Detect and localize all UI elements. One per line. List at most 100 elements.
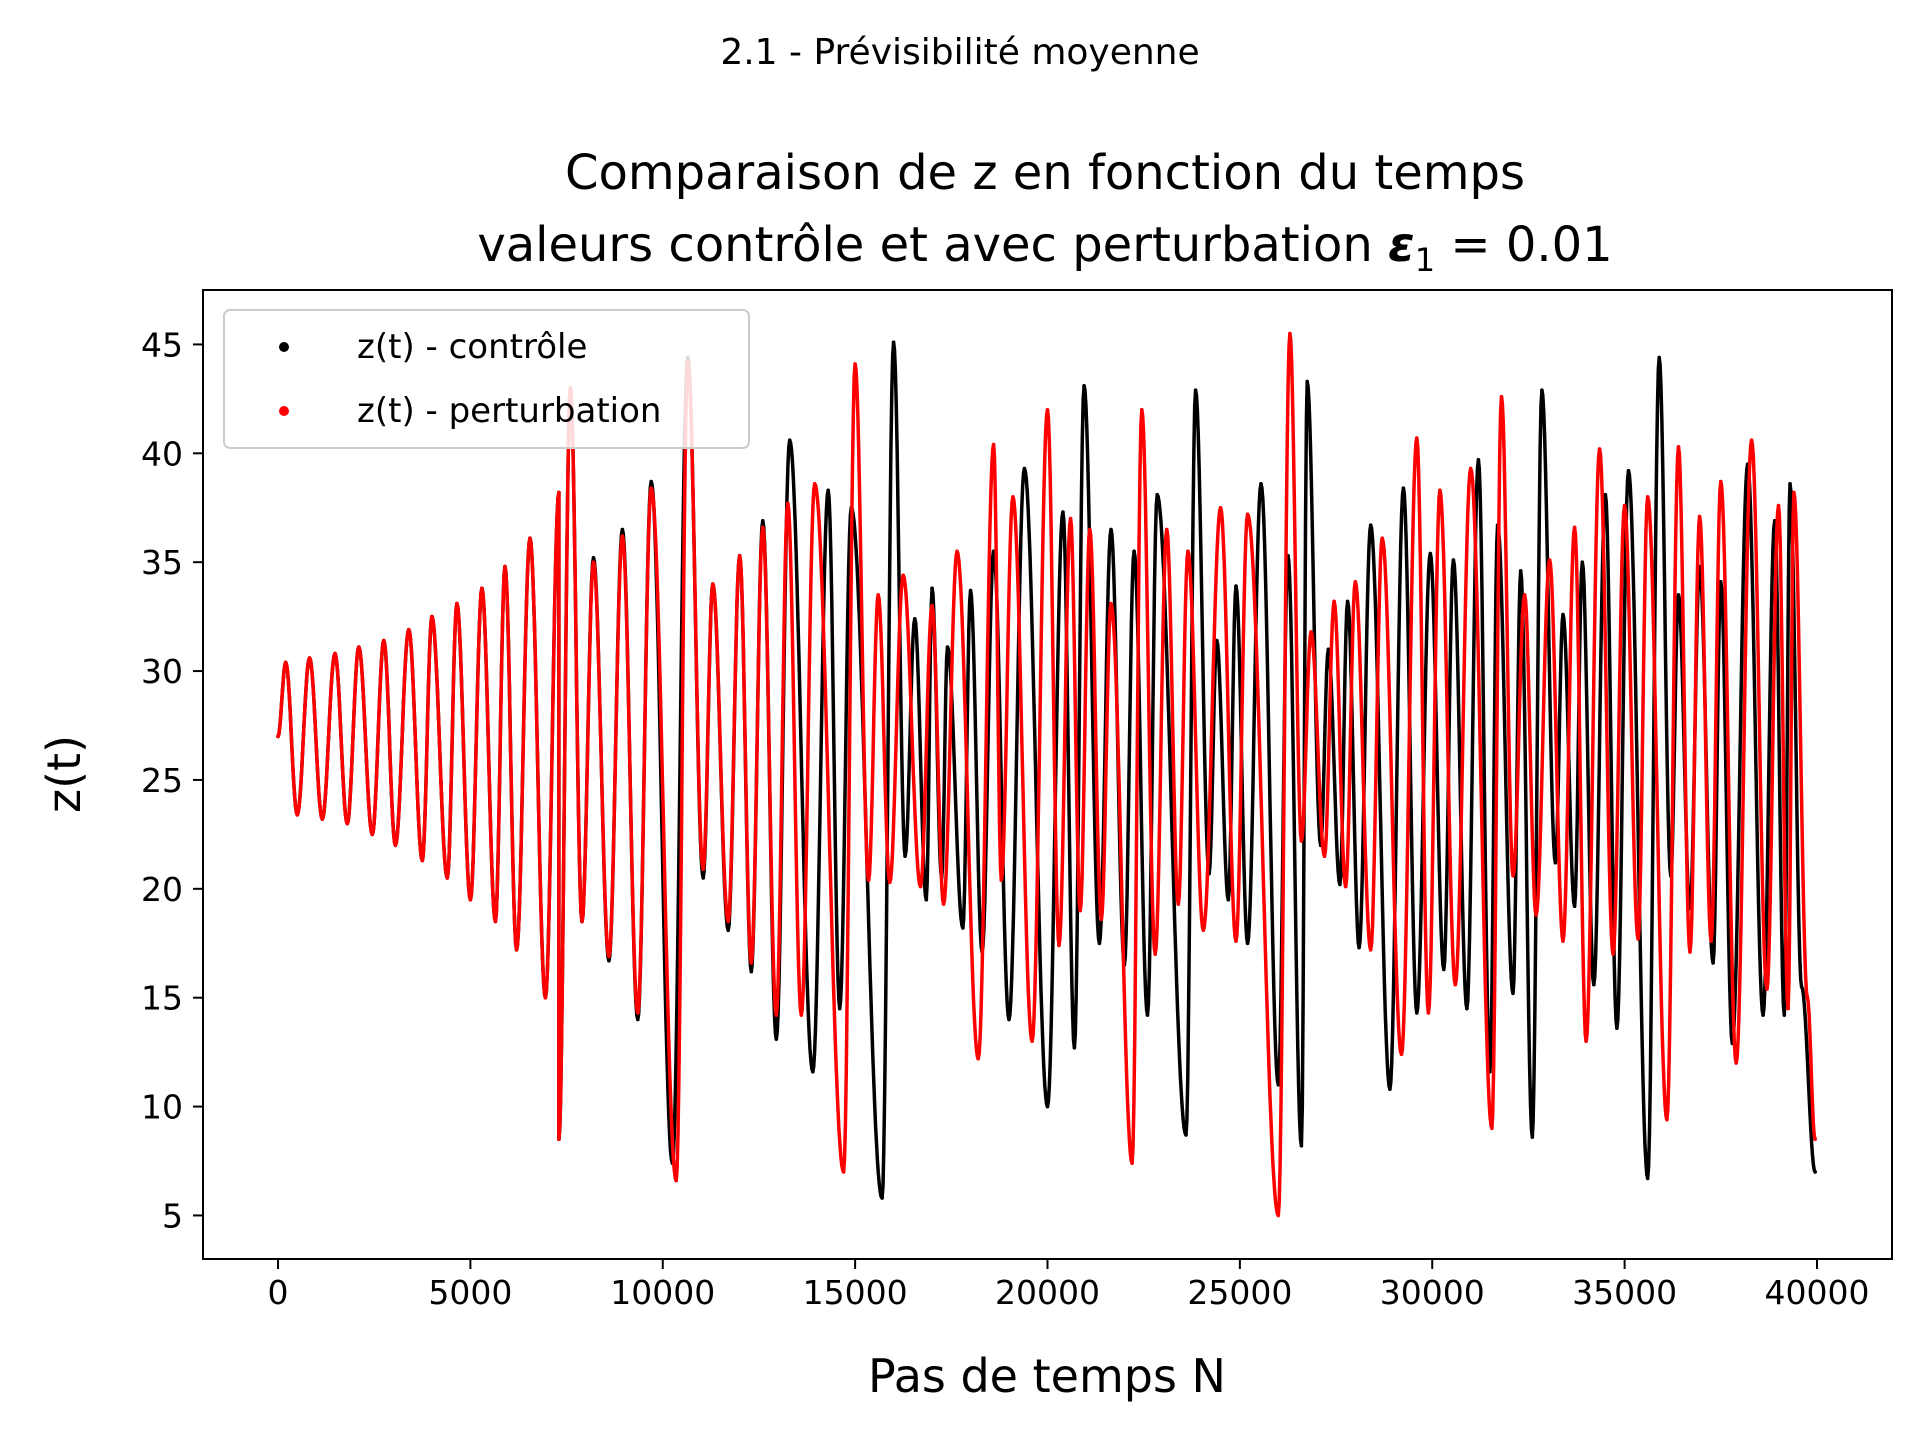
data-point: [1276, 1213, 1281, 1218]
data-point: [811, 1069, 815, 1074]
data-point: [407, 627, 411, 632]
data-point: [382, 638, 386, 643]
data-point: [1343, 884, 1348, 889]
data-point: [1805, 995, 1810, 1000]
chart-title-line-2-suffix: = 0.01: [1435, 217, 1613, 273]
data-point: [1022, 466, 1027, 471]
data-point: [1426, 1011, 1431, 1015]
data-point: [701, 876, 705, 880]
data-point: [283, 660, 288, 665]
data-point: [726, 919, 730, 924]
x-tick-label: 35000: [1572, 1273, 1677, 1312]
data-point: [787, 438, 792, 443]
data-point: [1099, 917, 1104, 922]
data-point: [1305, 379, 1309, 384]
data-point: [1615, 1026, 1619, 1030]
data-point: [1453, 982, 1458, 987]
data-point: [445, 876, 450, 880]
data-point: [333, 651, 337, 656]
data-point: [1468, 466, 1473, 471]
data-point: [961, 926, 965, 930]
data-point: [1215, 638, 1219, 643]
legend: z(t) - contrôle z(t) - perturbation: [223, 309, 750, 449]
data-point: [1234, 939, 1238, 943]
data-point: [991, 442, 996, 447]
data-point: [1045, 408, 1050, 412]
data-point: [1788, 482, 1792, 486]
data-point: [711, 582, 715, 586]
data-point: [774, 1013, 779, 1017]
data-point: [580, 919, 584, 924]
data-point: [1388, 1087, 1392, 1091]
data-point: [1078, 908, 1082, 913]
data-point: [1511, 991, 1515, 996]
data-point: [1645, 1176, 1650, 1181]
data-point: [1540, 388, 1544, 393]
data-point: [1011, 495, 1015, 499]
data-point: [1626, 468, 1631, 473]
data-point: [866, 878, 871, 882]
data-point: [1476, 458, 1481, 462]
data-point: [930, 603, 934, 608]
data-point: [1353, 580, 1358, 584]
data-point: [607, 954, 611, 959]
data-point: [649, 486, 653, 491]
data-point: [543, 995, 548, 1000]
data-point: [737, 553, 742, 558]
data-point: [1561, 612, 1565, 617]
data-point: [786, 501, 790, 506]
data-point: [1561, 939, 1565, 943]
data-point: [1719, 479, 1723, 484]
data-point: [1176, 902, 1181, 906]
data-point: [1140, 408, 1144, 412]
data-point: [1109, 527, 1113, 532]
data-point: [1030, 1039, 1034, 1043]
data-point: [1338, 882, 1342, 887]
data-point: [1326, 647, 1331, 652]
data-point: [1193, 388, 1198, 393]
data-point: [1719, 580, 1723, 584]
data-point: [1676, 593, 1681, 597]
data-point: [799, 1013, 804, 1017]
y-tick-label: 5: [162, 1196, 183, 1235]
y-tick-label: 15: [141, 979, 183, 1018]
data-point: [1288, 331, 1292, 336]
data-point: [1401, 486, 1406, 491]
data-point: [1734, 1061, 1738, 1065]
data-point: [557, 1137, 561, 1141]
data-point: [1132, 549, 1136, 554]
data-point: [1368, 948, 1373, 952]
data-point: [1511, 874, 1515, 878]
data-point: [1490, 1126, 1494, 1131]
data-point: [941, 902, 946, 906]
y-tick-label: 45: [141, 325, 183, 364]
x-tick-label: 0: [268, 1273, 289, 1312]
data-point: [1786, 1006, 1790, 1011]
data-point: [620, 527, 625, 532]
legend-marker-control: [279, 342, 289, 352]
data-point: [557, 490, 561, 495]
data-point: [1622, 503, 1627, 508]
data-point: [514, 948, 519, 952]
data-point: [1332, 599, 1336, 604]
data-point: [1184, 1133, 1188, 1137]
y-tick-label: 30: [141, 652, 183, 691]
data-point: [1499, 394, 1504, 399]
data-point: [1045, 1104, 1050, 1109]
data-point: [918, 884, 923, 889]
data-point: [1709, 939, 1713, 943]
x-tick-label: 40000: [1764, 1273, 1869, 1312]
legend-box: [223, 309, 750, 449]
data-point: [841, 1170, 846, 1174]
series-control: [276, 340, 1817, 1200]
plot-area: 0 5000 10000 15000 20000 25000 30000 35000 40000…: [141, 289, 1893, 1312]
data-point: [1097, 941, 1102, 946]
legend-marker-perturbation: [279, 406, 289, 416]
chart-title-line-2: valeurs contrôle et avec perturbation ε1…: [477, 217, 1612, 279]
data-point: [1299, 1144, 1304, 1148]
series-layer: [276, 331, 1817, 1218]
data-point: [1765, 987, 1769, 991]
data-point: [968, 588, 973, 593]
data-point: [1415, 1011, 1419, 1015]
data-point: [1380, 536, 1384, 540]
